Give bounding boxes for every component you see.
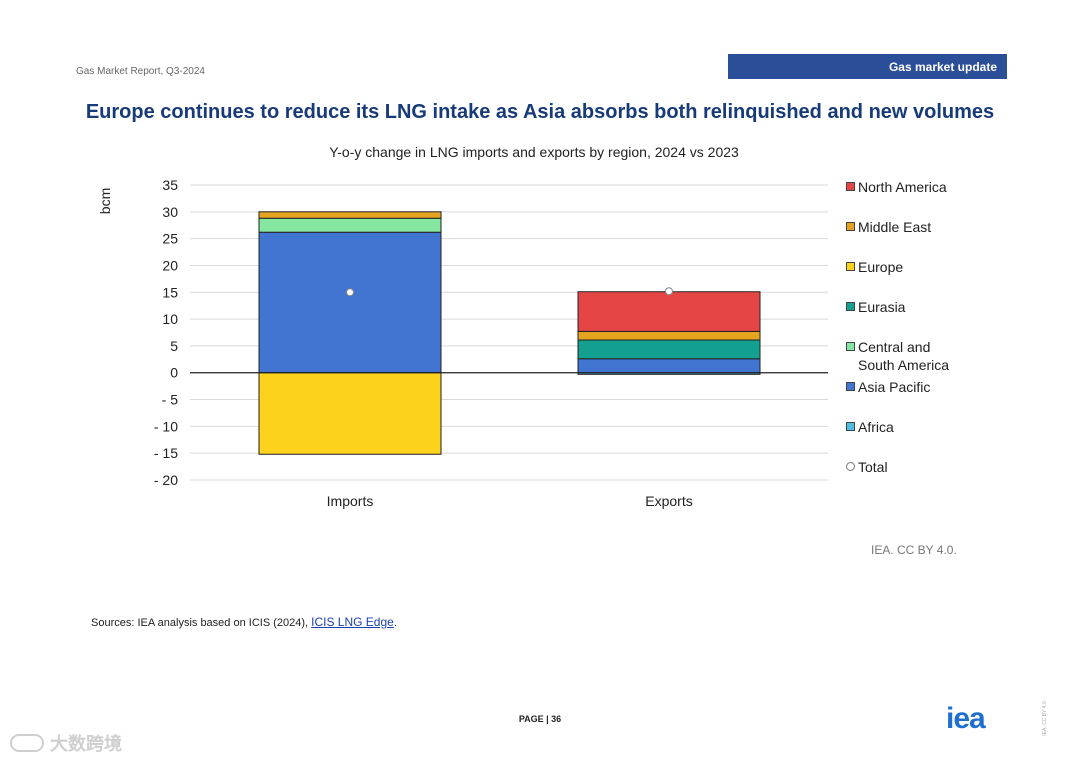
legend-item-middle-east: Middle East — [846, 218, 996, 236]
x-category-label: Exports — [645, 493, 692, 509]
legend-item-central-and-south-america: Central and South America — [846, 338, 996, 374]
watermark-icon — [10, 734, 44, 752]
legend-swatch — [846, 342, 855, 351]
legend-item-asia-pacific: Asia Pacific — [846, 378, 996, 396]
legend-item-total: Total — [846, 458, 996, 476]
legend-label: Europe — [858, 259, 904, 275]
legend-swatch — [846, 222, 855, 231]
bar-middle-east — [577, 330, 761, 341]
y-tick-label: 5 — [170, 338, 178, 354]
y-tick-label: 10 — [162, 311, 178, 327]
legend-swatch — [846, 422, 855, 431]
y-tick-label: 30 — [162, 204, 178, 220]
legend-label: Africa — [858, 419, 894, 435]
legend-item-europe: Europe — [846, 258, 996, 276]
bar-asia-pacific — [577, 358, 761, 374]
legend-item-eurasia: Eurasia — [846, 298, 996, 316]
x-category-label: Imports — [327, 493, 374, 509]
bar-central-and-south-america — [258, 217, 442, 233]
sources-note: Sources: IEA analysis based on ICIS (202… — [91, 615, 397, 629]
legend-label: Central and South America — [858, 339, 950, 373]
section-tab-label: Gas market update — [888, 59, 997, 74]
y-tick-label: 15 — [162, 284, 178, 300]
legend-item-africa: Africa — [846, 418, 996, 436]
legend-swatch — [846, 462, 855, 471]
legend-item-north-america: North America — [846, 178, 996, 196]
y-tick-label: 35 — [162, 177, 178, 193]
legend-swatch — [846, 182, 855, 191]
y-tick-label: 0 — [170, 365, 178, 381]
legend-label: North America — [858, 179, 947, 195]
chart-credit: IEA. CC BY 4.0. — [871, 543, 957, 557]
bar-europe — [258, 372, 442, 455]
legend-label: Eurasia — [858, 299, 906, 315]
bar-north-america — [577, 291, 761, 332]
side-license: IEA. CC BY 4.0. — [1042, 700, 1048, 736]
total-marker — [346, 288, 354, 297]
iea-logo: iea — [946, 702, 986, 735]
y-axis-label: bcm — [97, 188, 113, 214]
legend-label: Asia Pacific — [858, 379, 931, 395]
legend-label: Total — [858, 459, 888, 475]
y-tick-label: - 5 — [162, 392, 179, 408]
report-name: Gas Market Report, Q3-2024 — [76, 66, 205, 77]
y-tick-label: 25 — [162, 231, 178, 247]
y-tick-label: - 10 — [154, 418, 178, 434]
section-tab: Gas market update — [728, 54, 1007, 79]
legend-label: Middle East — [858, 219, 932, 235]
y-tick-label: - 20 — [154, 472, 178, 488]
y-tick-label: 20 — [162, 257, 178, 273]
legend-swatch — [846, 382, 855, 391]
y-tick-label: - 15 — [154, 445, 178, 461]
chart-title: Y-o-y change in LNG imports and exports … — [329, 144, 739, 160]
sources-link[interactable]: ICIS LNG Edge — [311, 615, 394, 629]
bar-middle-east — [258, 211, 442, 219]
page-number: PAGE | 36 — [518, 714, 562, 724]
bar-eurasia — [577, 339, 761, 360]
bar-asia-pacific — [258, 231, 442, 374]
sources-prefix: Sources: IEA analysis based on ICIS (202… — [91, 617, 312, 629]
total-marker — [665, 287, 673, 296]
sources-suffix: . — [393, 617, 397, 629]
page-title: Europe continues to reduce its LNG intak… — [85, 101, 995, 123]
watermark-text: 大数跨境 — [50, 734, 122, 754]
legend-swatch — [846, 302, 855, 311]
legend-swatch — [846, 262, 855, 271]
watermark: 大数跨境 — [10, 730, 122, 756]
